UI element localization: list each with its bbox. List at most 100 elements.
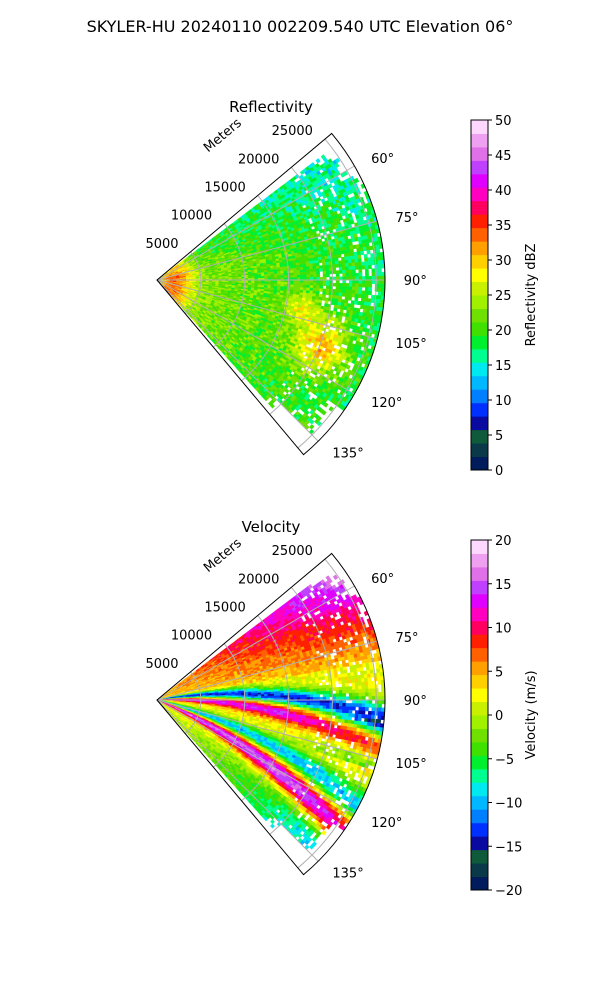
- radar-gate: [322, 288, 327, 293]
- radar-gate: [339, 283, 343, 287]
- radar-gate: [319, 282, 324, 287]
- radar-gate: [342, 269, 347, 274]
- radar-gate: [322, 282, 327, 287]
- radar-gate: [312, 271, 317, 275]
- radar-gate: [315, 296, 320, 301]
- radar-gate: [306, 282, 311, 286]
- radar-gate: [277, 281, 282, 285]
- radar-gate: [290, 284, 294, 288]
- radar-gate: [344, 259, 349, 264]
- radar-gate: [341, 263, 346, 268]
- radar-gate: [312, 282, 317, 286]
- radar-gate: [309, 287, 314, 292]
- radar-gate: [306, 274, 311, 278]
- radar-gate: [260, 283, 265, 286]
- radar-gate: [309, 282, 314, 286]
- radar-gate: [316, 282, 320, 286]
- radar-gate: [234, 276, 239, 279]
- radar-gate: [348, 293, 353, 298]
- radar-gate: [335, 292, 340, 297]
- radar-gate: [318, 265, 323, 269]
- radar-gate: [344, 263, 349, 268]
- radar-gate: [331, 257, 336, 262]
- radar-gate: [264, 281, 268, 285]
- radar-gate: [348, 276, 353, 281]
- radar-gate: [345, 289, 350, 294]
- radar-gate: [351, 258, 356, 264]
- radar-gate: [348, 272, 353, 277]
- radar-gate: [261, 275, 265, 279]
- radar-gate: [338, 270, 343, 274]
- radar-gate: [325, 291, 330, 296]
- radar-gate: [283, 281, 288, 285]
- radar-gate: [345, 286, 350, 291]
- radar-gate: [345, 266, 350, 271]
- radar-gate: [335, 286, 340, 290]
- radar-gate: [342, 286, 347, 291]
- radar-gate: [342, 273, 347, 278]
- radar-gate: [335, 263, 340, 268]
- radar-gate: [260, 272, 265, 275]
- radar-gate: [322, 267, 327, 272]
- radar-gate: [309, 285, 314, 289]
- radar-gate: [280, 282, 285, 285]
- radar-gate: [343, 253, 348, 258]
- radar-gate: [321, 262, 326, 266]
- radar-gate: [334, 260, 339, 265]
- radar-gate: [270, 275, 275, 279]
- radar-gate: [309, 268, 314, 273]
- radar-gate: [322, 291, 327, 296]
- radar-gate: [254, 274, 259, 277]
- radar-gate: [344, 299, 349, 304]
- radar-gate: [348, 279, 353, 284]
- radar-gate: [299, 266, 304, 271]
- radar-gate: [331, 264, 336, 268]
- radar-gate: [331, 292, 336, 296]
- radar-gate: [345, 276, 350, 281]
- radar-gate: [321, 259, 326, 263]
- radar-gate: [299, 274, 304, 278]
- radar-gate: [296, 269, 301, 273]
- radar-gate: [351, 265, 356, 271]
- radar-gate: [264, 275, 268, 279]
- radar-gate: [326, 273, 330, 278]
- radar-gate: [337, 301, 342, 307]
- radar-gate: [274, 281, 278, 285]
- radar-gate: [345, 273, 350, 277]
- radar-gate: [341, 256, 346, 261]
- radar-gate: [347, 296, 352, 301]
- radar-gate: [341, 266, 346, 271]
- radar-gate: [319, 285, 324, 289]
- radar-gate: [348, 266, 353, 271]
- radar-gate: [322, 273, 327, 278]
- radar-gate: [332, 270, 337, 275]
- radar-gate: [267, 273, 272, 277]
- radar-gate: [274, 275, 278, 279]
- radar-gate: [325, 261, 330, 266]
- radar-gate: [312, 263, 317, 267]
- radar-gate: [325, 267, 330, 272]
- radar-gate: [296, 284, 301, 288]
- radar-gate: [280, 284, 285, 287]
- radar-gate: [348, 289, 353, 294]
- radar-gate: [341, 299, 346, 304]
- radar-gate: [348, 283, 353, 288]
- radar-gate: [315, 262, 320, 267]
- figure-suptitle: SKYLER-HU 20240110 002209.540 UTC Elevat…: [87, 17, 514, 36]
- radar-gate: [312, 265, 317, 270]
- radar-gate: [293, 282, 298, 286]
- radar-gate: [296, 267, 301, 271]
- radar-gate: [308, 260, 313, 265]
- radar-gate: [347, 255, 352, 261]
- radar-gate: [280, 275, 285, 278]
- radar-gate: [299, 284, 304, 288]
- radar-gate: [273, 273, 278, 277]
- radar-gate: [270, 281, 275, 285]
- radar-gate: [351, 269, 356, 274]
- radar-gate: [344, 256, 349, 261]
- radar-gate: [350, 255, 355, 260]
- radar-gate: [326, 282, 330, 287]
- radar-gate: [303, 282, 308, 286]
- radar-gate: [299, 287, 304, 291]
